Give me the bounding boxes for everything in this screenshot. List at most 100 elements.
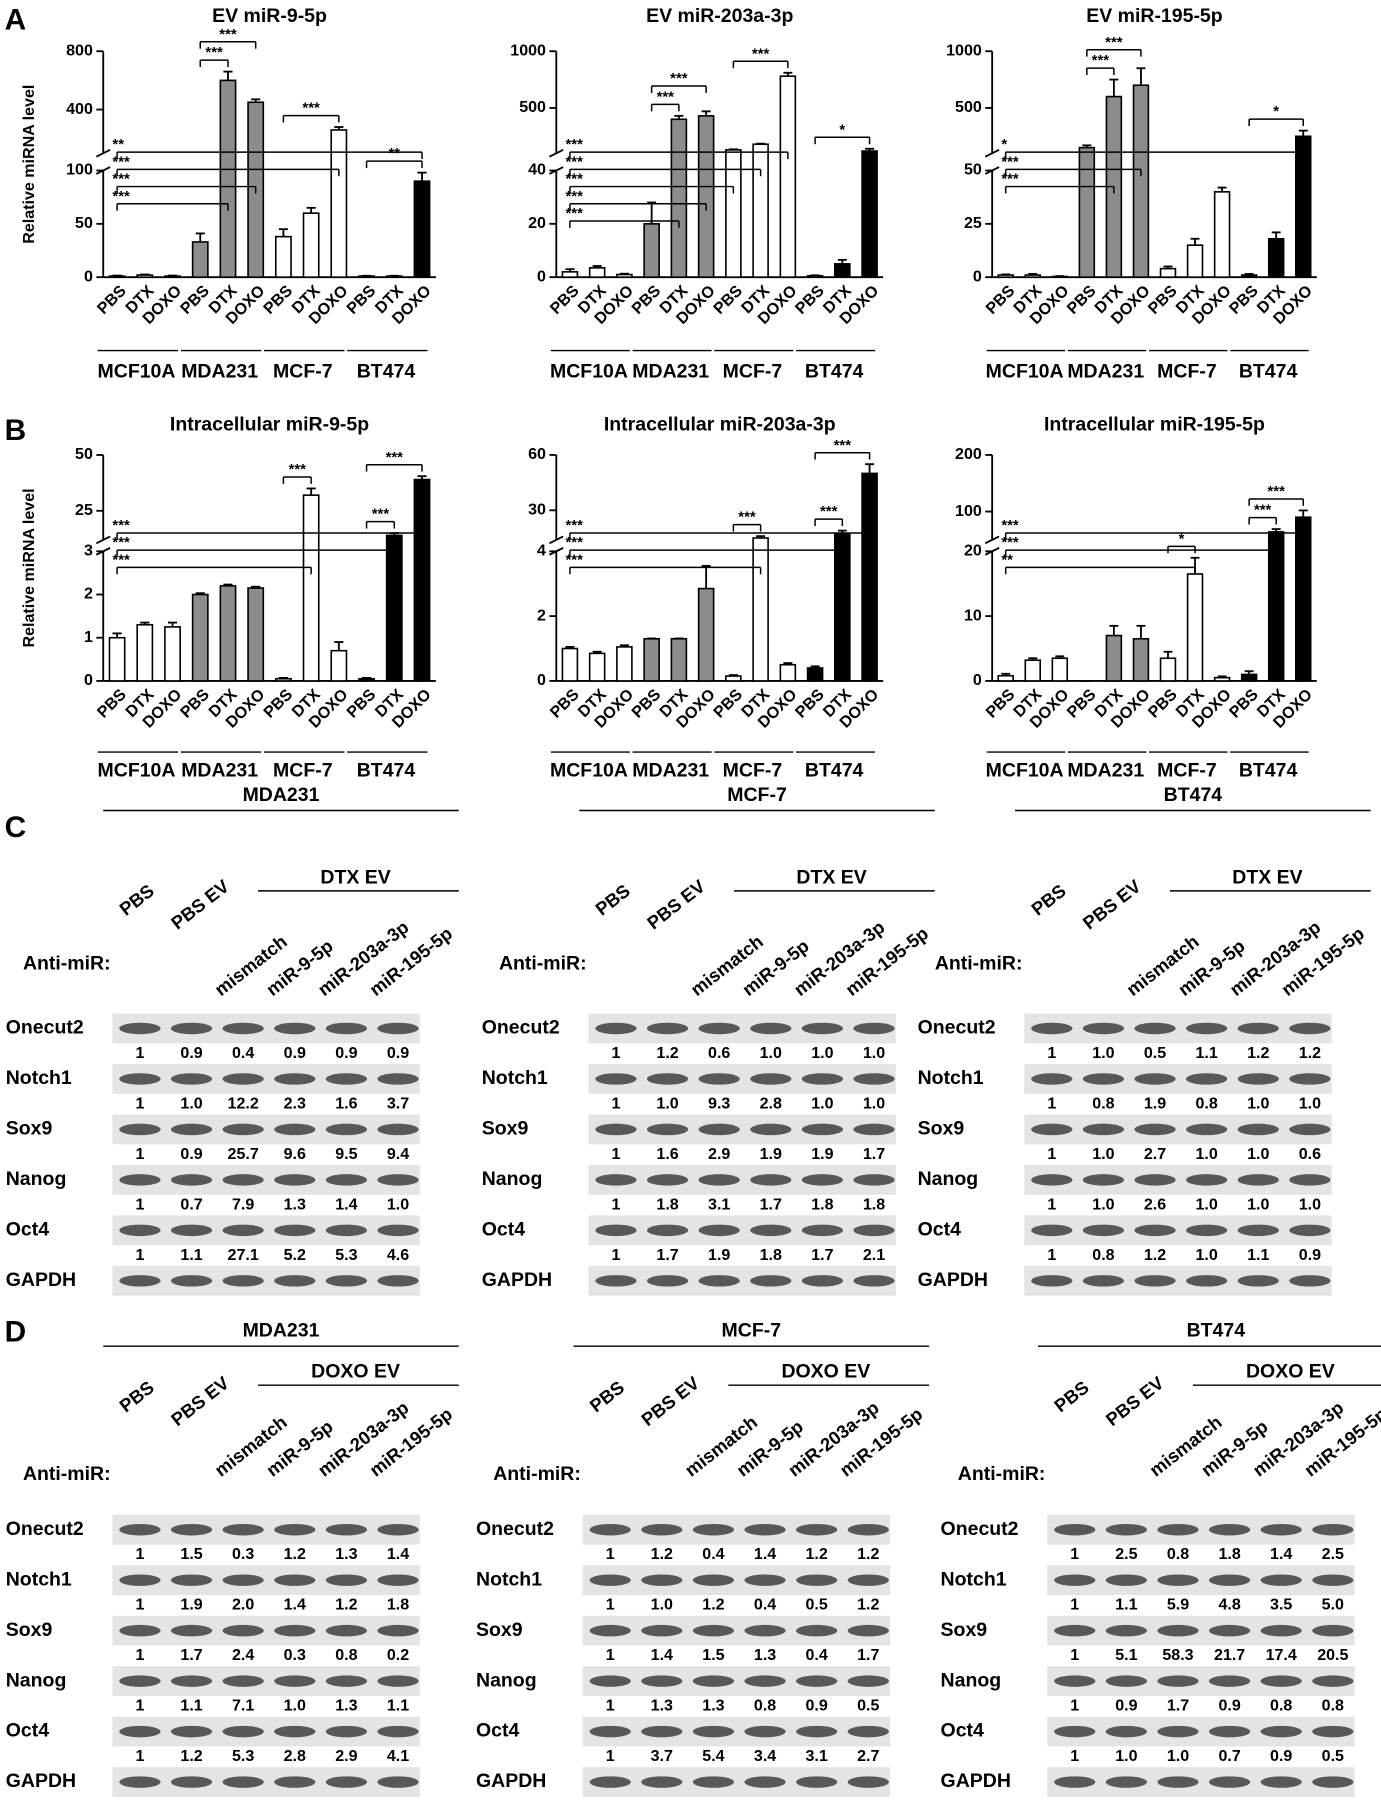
quantification: 2.4 — [232, 1646, 254, 1664]
quantification: 1.5 — [702, 1646, 724, 1664]
quantification: 1.9 — [180, 1596, 202, 1614]
bar — [697, 115, 715, 278]
quantification: 1.9 — [708, 1246, 730, 1264]
group-label: BT474 — [805, 361, 864, 383]
blot-band — [847, 1574, 889, 1586]
blot-band — [1082, 1123, 1125, 1136]
blot-band — [377, 1275, 419, 1287]
lane-label: PBS — [115, 1376, 158, 1416]
blot-band — [1208, 1523, 1251, 1536]
blot-band — [119, 1224, 161, 1237]
blot-band — [274, 1523, 316, 1536]
quantification: 0.9 — [1115, 1697, 1137, 1715]
quantification: 1 — [135, 1596, 144, 1614]
blot-band — [1237, 1123, 1279, 1136]
blot-band — [646, 1073, 689, 1085]
blot-band — [1237, 1073, 1279, 1085]
blot-band — [325, 1624, 368, 1637]
blot-band — [274, 1675, 316, 1687]
quantification: 1.2 — [702, 1596, 724, 1614]
blot-band — [377, 1022, 419, 1035]
blot-band — [325, 1675, 368, 1687]
blot-band — [274, 1224, 316, 1237]
lane-label: PBS EV — [637, 1372, 704, 1430]
quantification: 5.1 — [1115, 1646, 1137, 1664]
bar — [670, 637, 688, 682]
blot-strip — [112, 1666, 420, 1697]
blot-band — [325, 1073, 368, 1085]
blot-band — [1260, 1675, 1302, 1687]
quantification: 1.1 — [180, 1697, 202, 1715]
y-tick-label: 20 — [528, 214, 546, 232]
axis-break — [549, 149, 564, 158]
blot-band — [274, 1275, 316, 1287]
significance: *** — [372, 507, 390, 523]
quantification: 1.8 — [760, 1246, 782, 1264]
blot-band — [589, 1574, 631, 1586]
quantification: 0.6 — [1299, 1145, 1321, 1163]
quantification: 1.4 — [387, 1545, 409, 1563]
group-label: BT474 — [1239, 760, 1298, 782]
quantification: 1.3 — [335, 1697, 357, 1715]
group-label: MCF-7 — [1157, 760, 1217, 782]
bar — [779, 663, 797, 682]
group-label: MCF10A — [98, 361, 176, 383]
blot-band — [222, 1675, 264, 1687]
blot-strip — [588, 1164, 896, 1195]
quantification: 1.5 — [180, 1545, 202, 1563]
blot-band — [1105, 1776, 1148, 1788]
y-tick-label: 0 — [84, 267, 93, 285]
significance: *** — [1001, 518, 1019, 534]
significance: *** — [565, 154, 583, 170]
blot-band — [698, 1073, 740, 1085]
significance: *** — [752, 46, 770, 62]
y-tick-label: 50 — [964, 161, 982, 179]
quantification: 1 — [1047, 1195, 1056, 1213]
group-label: MDA231 — [181, 361, 258, 383]
blot-band — [170, 1776, 213, 1788]
quantification: 1.8 — [387, 1596, 409, 1614]
blot-band — [1208, 1574, 1251, 1586]
blot-band — [641, 1675, 683, 1687]
quantification: 0.5 — [1144, 1044, 1166, 1062]
quantification: 0.9 — [180, 1044, 202, 1062]
quantification: 1.4 — [284, 1596, 306, 1614]
blot-band — [1054, 1574, 1096, 1586]
y-tick-label: 500 — [519, 98, 546, 116]
quantification: 58.3 — [1162, 1646, 1193, 1664]
blot-band — [222, 1523, 264, 1536]
panel-label: C — [5, 811, 27, 844]
quantification: 1 — [1070, 1747, 1079, 1765]
quantification: 1.0 — [1299, 1094, 1321, 1112]
blot-band — [692, 1523, 735, 1536]
y-axis-label: Relative miRNA level — [20, 488, 38, 647]
blot-band — [589, 1776, 631, 1788]
y-tick-label: 0 — [973, 267, 982, 285]
blot-band — [1082, 1073, 1125, 1085]
y-tick-label: 60 — [528, 445, 546, 463]
protein-label: GAPDH — [941, 1770, 1011, 1792]
bar — [1213, 191, 1231, 278]
bar — [191, 593, 209, 682]
significance: *** — [657, 89, 675, 105]
quantification: 1.2 — [284, 1545, 306, 1563]
blot-band — [1237, 1174, 1279, 1186]
significance: * — [839, 122, 845, 138]
blot-band — [1208, 1624, 1251, 1637]
blot-band — [325, 1275, 368, 1287]
quantification: 1.1 — [1115, 1596, 1137, 1614]
blot-band — [646, 1123, 689, 1136]
blot-band — [119, 1073, 161, 1085]
blot-band — [595, 1022, 637, 1035]
significance: *** — [565, 172, 583, 188]
quantification: 1.0 — [1167, 1747, 1189, 1765]
quantification: 1 — [1047, 1246, 1056, 1264]
bar — [164, 626, 181, 682]
axis-break — [95, 149, 111, 158]
y-tick-label: 500 — [955, 98, 982, 116]
blot-band — [801, 1275, 844, 1287]
quantification: 1.0 — [863, 1094, 885, 1112]
blot-strip — [588, 1265, 896, 1296]
bar — [191, 241, 209, 278]
quantification: 7.9 — [232, 1195, 254, 1213]
